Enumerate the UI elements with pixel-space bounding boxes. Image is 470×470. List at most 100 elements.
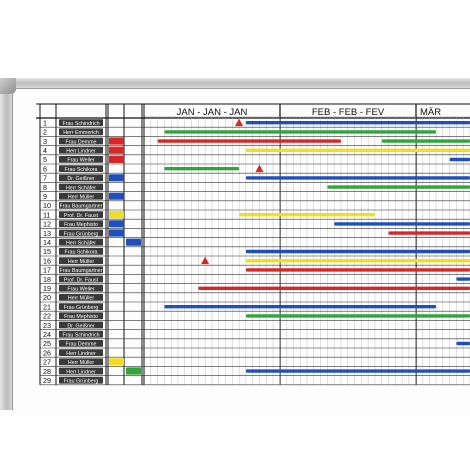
row-name: Herr Lindner (66, 149, 96, 155)
row-number: 23 (43, 321, 51, 330)
nameplate (59, 229, 103, 237)
nameplate (59, 128, 103, 136)
nameplate (59, 349, 103, 356)
status-marker (109, 174, 124, 182)
nameplate (59, 294, 103, 301)
row-number: 13 (43, 229, 51, 238)
row-name: Herr Müller (68, 296, 94, 302)
nameplate (59, 238, 103, 246)
schedule-bar (388, 231, 470, 235)
row-name: Herr Lindner (66, 369, 96, 375)
row-number: 1 (43, 118, 47, 127)
nameplate (59, 266, 103, 274)
schedule-bar (327, 185, 470, 189)
row-number: 16 (43, 256, 51, 265)
month-label: MÄR (420, 107, 441, 118)
schedule-bar (449, 157, 470, 162)
schedule-bar (456, 341, 470, 346)
nameplate (59, 303, 103, 310)
nameplate (59, 165, 103, 172)
status-marker (109, 155, 124, 163)
row-name: Frau Mephisto (64, 314, 98, 320)
nameplate (59, 146, 103, 154)
row-number: 21 (43, 302, 51, 311)
row-name: Frau Weller (67, 158, 95, 164)
nameplate (59, 248, 103, 255)
row-name: Herr Schäfer (66, 241, 96, 247)
nameplate (59, 211, 103, 218)
row-name: Herr Lindner (66, 351, 96, 357)
schedule-bar (245, 369, 470, 373)
status-marker (109, 229, 124, 237)
row-number: 25 (43, 339, 51, 348)
status-marker (109, 211, 124, 219)
nameplate (59, 275, 103, 283)
board-frame-corner (0, 78, 16, 94)
row-name: Frau Grünberg (64, 231, 99, 237)
nameplate (59, 358, 103, 366)
schedule-bar (164, 305, 437, 309)
board-frame-top (0, 78, 470, 89)
row-name: Frau Schindrich (62, 121, 99, 127)
status-marker (109, 146, 124, 154)
milestone-triangle (201, 256, 210, 265)
month-label: JAN - JAN - JAN (177, 107, 248, 118)
schedule-bar (164, 130, 437, 134)
row-number: 18 (43, 275, 51, 284)
row-number: 15 (43, 247, 51, 256)
row-name: Prof. Dr. Faust (64, 277, 99, 283)
status-marker (109, 137, 124, 145)
row-name: Dr. Geißner (67, 323, 95, 329)
schedule-bar (245, 259, 470, 263)
row-name: Frau Baumgartner (60, 268, 103, 274)
row-number: 28 (43, 367, 51, 376)
schedule-bar (245, 314, 470, 318)
row-number: 7 (43, 174, 47, 183)
board-frame-left (0, 78, 13, 410)
row-name: Frau Baumgartner (60, 204, 103, 210)
schedule-bar (245, 121, 470, 125)
schedule-bar (245, 176, 470, 180)
nameplate (59, 183, 103, 191)
row-name: Prof. Dr. Faust (64, 213, 99, 219)
nameplate (59, 330, 103, 338)
row-number: 27 (43, 358, 51, 367)
schedule-bar (245, 249, 470, 254)
row-number: 17 (43, 266, 51, 275)
month-label: FEB - FEB - FEV (312, 107, 385, 118)
schedule-bar (245, 268, 470, 272)
row-number: 3 (43, 137, 47, 146)
schedule-bar (334, 222, 470, 226)
schedule-bar (381, 139, 470, 143)
row-number: 11 (43, 210, 50, 219)
row-name: Herr Schäfer (66, 185, 96, 191)
status-marker (126, 367, 141, 375)
row-name: Frau Schikora (65, 167, 98, 173)
row-name: Frau Grünberg (64, 305, 99, 311)
row-name: Frau Demme (66, 139, 97, 145)
row-number: 20 (43, 293, 51, 302)
schedule-bar (456, 277, 470, 281)
row-number: 4 (43, 146, 47, 155)
row-number: 10 (43, 201, 51, 210)
nameplate (59, 340, 103, 347)
schedule-bar (239, 213, 375, 217)
row-number: 24 (43, 330, 51, 339)
row-name: Herr Müller (68, 360, 94, 366)
status-marker (126, 238, 141, 246)
row-name: Frau Mephisto (64, 222, 98, 228)
row-number: 6 (43, 164, 47, 173)
nameplate (59, 202, 103, 209)
row-name: Frau Schindrich (62, 333, 99, 339)
milestone-triangle (235, 118, 244, 127)
nameplate (59, 257, 103, 264)
row-number: 29 (43, 376, 51, 385)
nameplate (59, 174, 103, 182)
nameplate (59, 137, 103, 145)
nameplate (59, 192, 103, 200)
schedule-bar (245, 148, 470, 152)
nameplate (59, 312, 103, 320)
nameplate (59, 220, 103, 228)
row-number: 2 (43, 128, 47, 137)
